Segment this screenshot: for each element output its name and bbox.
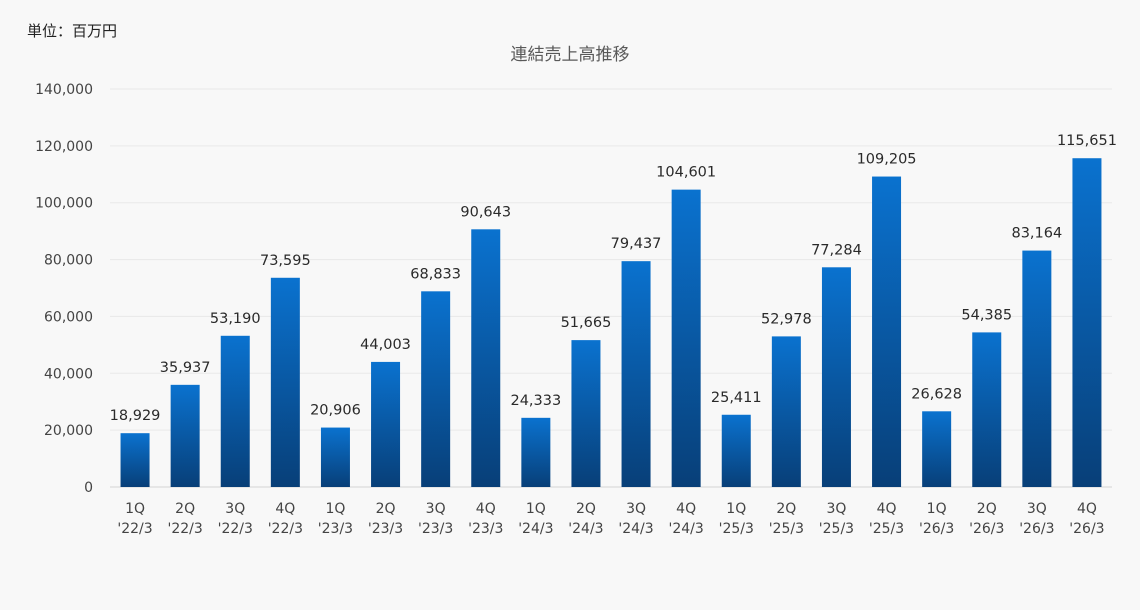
x-tick-quarter: 3Q: [225, 501, 245, 517]
bar: [371, 361, 401, 487]
y-tick-label: 40,000: [44, 366, 93, 382]
x-tick-fiscal-year: '26/3: [1069, 521, 1104, 537]
x-tick-fiscal-year: '22/3: [268, 521, 303, 537]
data-label: 104,601: [656, 165, 716, 181]
bar: [922, 411, 952, 487]
y-tick-label: 140,000: [35, 82, 93, 98]
data-label: 53,190: [210, 311, 261, 327]
x-tick-fiscal-year: '22/3: [168, 521, 203, 537]
x-tick-fiscal-year: '22/3: [117, 521, 152, 537]
data-label: 26,628: [911, 386, 962, 402]
x-tick-quarter: 1Q: [325, 501, 345, 517]
bars: [120, 158, 1102, 488]
bar: [571, 340, 601, 487]
unit-label: 単位：百万円: [27, 22, 118, 40]
bar: [170, 384, 200, 487]
bar: [521, 417, 551, 487]
x-tick-fiscal-year: '25/3: [869, 521, 904, 537]
data-label: 68,833: [410, 266, 461, 282]
data-label: 18,929: [110, 408, 161, 424]
x-tick-quarter: 2Q: [175, 501, 195, 517]
x-tick-quarter: 4Q: [476, 501, 496, 517]
x-tick-quarter: 3Q: [826, 501, 846, 517]
y-tick-label: 20,000: [44, 423, 93, 439]
data-label: 90,643: [460, 204, 511, 220]
x-tick-quarter: 3Q: [426, 501, 446, 517]
x-tick-fiscal-year: '26/3: [1019, 521, 1054, 537]
x-tick-fiscal-year: '23/3: [318, 521, 353, 537]
x-tick-fiscal-year: '24/3: [618, 521, 653, 537]
data-label: 25,411: [711, 390, 762, 406]
x-tick-quarter: 4Q: [1077, 501, 1097, 517]
bar: [270, 277, 300, 487]
y-tick-label: 80,000: [44, 253, 93, 269]
x-tick-fiscal-year: '25/3: [769, 521, 804, 537]
x-tick-quarter: 2Q: [776, 501, 796, 517]
data-label: 52,978: [761, 311, 812, 327]
x-tick-quarter: 4Q: [676, 501, 696, 517]
x-tick-quarter: 3Q: [626, 501, 646, 517]
bar: [721, 414, 751, 487]
x-tick-fiscal-year: '23/3: [368, 521, 403, 537]
data-label: 44,003: [360, 337, 411, 353]
x-tick-quarter: 2Q: [576, 501, 596, 517]
data-label: 115,651: [1057, 133, 1117, 149]
bar: [320, 427, 350, 487]
data-label: 77,284: [811, 242, 862, 258]
data-label: 51,665: [561, 315, 612, 331]
bar: [771, 336, 801, 487]
data-label: 24,333: [510, 393, 561, 409]
x-tick-quarter: 4Q: [877, 501, 897, 517]
x-tick-quarter: 4Q: [275, 501, 295, 517]
bar: [1072, 158, 1102, 487]
data-label: 79,437: [611, 236, 662, 252]
x-tick-fiscal-year: '25/3: [719, 521, 754, 537]
y-tick-label: 0: [84, 480, 93, 496]
y-tick-label: 60,000: [44, 309, 93, 325]
data-label: 73,595: [260, 253, 311, 269]
x-tick-quarter: 2Q: [376, 501, 396, 517]
x-tick-quarter: 1Q: [125, 501, 145, 517]
bar: [1022, 250, 1052, 487]
x-tick-quarter: 1Q: [526, 501, 546, 517]
data-label: 35,937: [160, 360, 211, 376]
data-labels: 18,929 35,937 53,190 73,595 20,906 44,003 68,8…: [110, 133, 1117, 424]
y-tick-label: 100,000: [35, 196, 93, 212]
data-label: 20,906: [310, 403, 361, 419]
x-tick-quarter: 3Q: [1027, 501, 1047, 517]
x-tick-fiscal-year: '22/3: [218, 521, 253, 537]
bar: [972, 332, 1002, 487]
x-tick-fiscal-year: '25/3: [819, 521, 854, 537]
data-label: 54,385: [961, 307, 1012, 323]
bar: [220, 335, 250, 487]
bar: [471, 229, 501, 488]
bar: [621, 261, 651, 487]
bar: [120, 433, 150, 487]
x-axis-ticks: 1Q '22/3 2Q '22/3 3Q '22/3 4Q '22/3 1Q '23/3 2Q '23…: [117, 501, 1104, 537]
x-tick-fiscal-year: '24/3: [518, 521, 553, 537]
x-tick-fiscal-year: '26/3: [969, 521, 1004, 537]
bar: [671, 189, 701, 488]
data-label: 83,164: [1011, 226, 1062, 242]
x-tick-fiscal-year: '23/3: [468, 521, 503, 537]
x-tick-fiscal-year: '23/3: [418, 521, 453, 537]
gridlines: [110, 88, 1112, 488]
y-tick-label: 120,000: [35, 139, 93, 155]
bar: [872, 176, 902, 488]
x-tick-quarter: 1Q: [726, 501, 746, 517]
y-axis-ticks: 0 20,000 40,000 60,000 80,000 100,000 120,000 1…: [35, 82, 93, 496]
x-tick-quarter: 2Q: [977, 501, 997, 517]
x-tick-fiscal-year: '26/3: [919, 521, 954, 537]
data-label: 109,205: [857, 152, 917, 168]
bar: [421, 291, 451, 487]
x-tick-fiscal-year: '24/3: [669, 521, 704, 537]
chart-title: 連結売上高推移: [510, 45, 630, 65]
bar: [821, 267, 851, 487]
x-tick-fiscal-year: '24/3: [568, 521, 603, 537]
x-tick-quarter: 1Q: [927, 501, 947, 517]
